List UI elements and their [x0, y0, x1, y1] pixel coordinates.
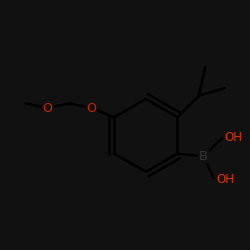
Text: OH: OH: [216, 173, 234, 186]
Text: O: O: [42, 102, 52, 114]
Text: B: B: [199, 150, 208, 163]
Text: O: O: [86, 102, 96, 114]
Text: OH: OH: [224, 131, 242, 144]
